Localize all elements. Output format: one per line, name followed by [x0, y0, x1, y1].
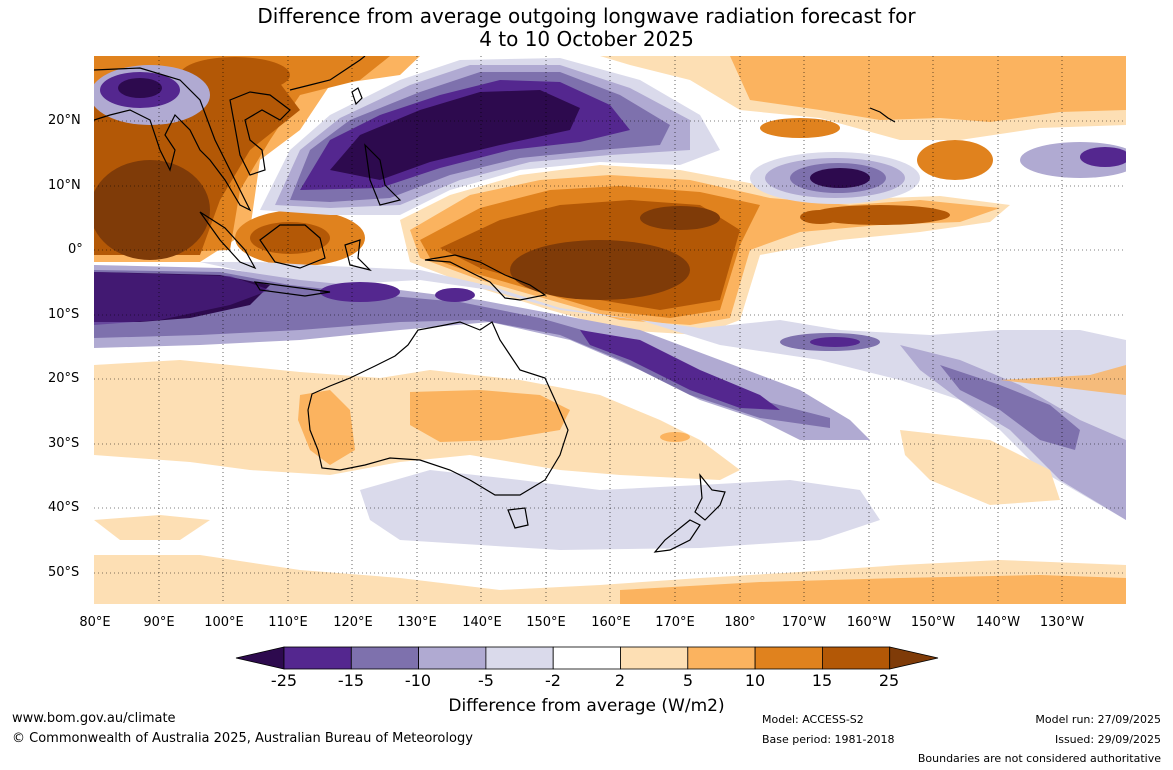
colorbar-swatch [485, 646, 554, 670]
lon-label: 170°W [781, 615, 827, 630]
lon-label: 180° [724, 615, 756, 630]
lon-label: 140°E [462, 615, 502, 630]
colorbar-extend-low [235, 646, 285, 670]
footer-issued: Issued: 29/09/2025 [1054, 733, 1161, 746]
colorbar-swatch [687, 646, 756, 670]
anomaly-field [94, 56, 1126, 604]
colorbar-tick: -10 [404, 671, 432, 690]
lat-label: 10°S [48, 307, 80, 322]
colorbar-swatch [620, 646, 689, 670]
colorbar-tick: 10 [744, 671, 766, 690]
colorbar-tick: -25 [270, 671, 298, 690]
coastlines [94, 56, 896, 553]
lat-label: 40°S [48, 500, 80, 515]
colorbar-swatch [754, 646, 823, 670]
lon-label: 150°E [526, 615, 566, 630]
colorbar-tick: 2 [614, 671, 626, 690]
colorbar-tick: -15 [337, 671, 365, 690]
colorbar-swatch [283, 646, 352, 670]
colorbar-extend-high [889, 646, 939, 670]
colorbar-swatch [552, 646, 621, 670]
footer-base-period: Base period: 1981-2018 [762, 733, 895, 746]
lon-label: 130°E [397, 615, 437, 630]
map-title-line-2: 4 to 10 October 2025 [479, 27, 694, 51]
lon-label: 150°W [910, 615, 956, 630]
footer-model: Model: ACCESS-S2 [762, 713, 864, 726]
lon-label: 160°W [846, 615, 892, 630]
lon-label: 90°E [143, 615, 175, 630]
colorbar-swatch [350, 646, 419, 670]
lon-label: 140°W [975, 615, 1021, 630]
colorbar-tick: -5 [478, 671, 494, 690]
colorbar [235, 646, 939, 670]
graticule [94, 56, 1126, 604]
lat-label: 20°S [48, 371, 80, 386]
lat-label: 30°S [48, 436, 80, 451]
colorbar-tick: 15 [811, 671, 833, 690]
footer-model-run: Model run: 27/09/2025 [1035, 713, 1161, 726]
colorbar-tick: 25 [878, 671, 900, 690]
lon-label: 110°E [268, 615, 308, 630]
lat-label: 10°N [48, 178, 81, 193]
colorbar-swatch [418, 646, 487, 670]
colorbar-tick: -2 [545, 671, 561, 690]
colorbar-swatch [822, 646, 891, 670]
lon-label: 130°W [1039, 615, 1085, 630]
lat-label: 50°S [48, 565, 80, 580]
lat-label: 20°N [48, 113, 81, 128]
footer-disclaimer: Boundaries are not considered authoritat… [917, 752, 1161, 765]
lon-label: 120°E [333, 615, 373, 630]
colorbar-tick: 5 [682, 671, 694, 690]
footer-copyright: © Commonwealth of Australia 2025, Austra… [12, 731, 473, 746]
map-title-line-1: Difference from average outgoing longwav… [257, 4, 916, 28]
lat-label: 0° [68, 242, 83, 257]
lon-label: 160°E [591, 615, 631, 630]
lon-label: 170°E [655, 615, 695, 630]
footer-url[interactable]: www.bom.gov.au/climate [12, 711, 176, 726]
lon-label: 100°E [204, 615, 244, 630]
lon-label: 80°E [79, 615, 111, 630]
colorbar-label: Difference from average (W/m2) [448, 696, 725, 716]
